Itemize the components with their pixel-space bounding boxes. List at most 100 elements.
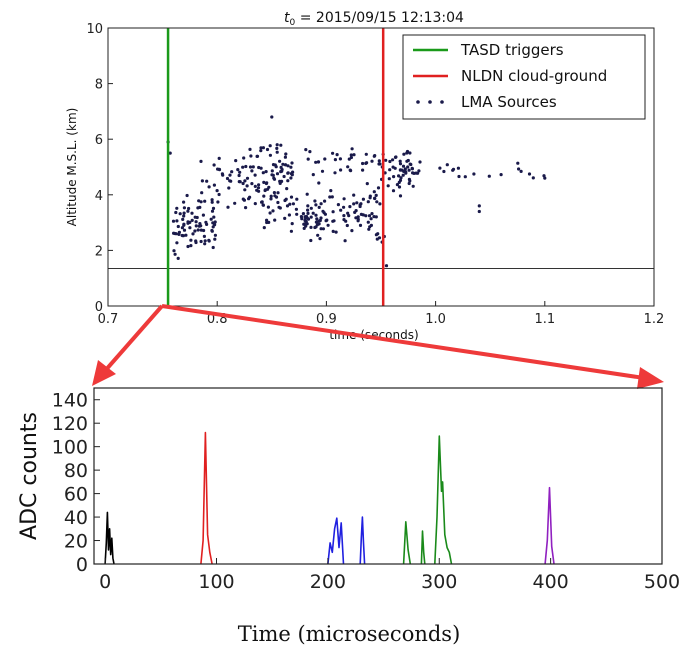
lma-source-point bbox=[216, 167, 220, 171]
lma-source-point bbox=[345, 223, 349, 228]
lma-source-point bbox=[321, 227, 325, 231]
lma-source-point bbox=[403, 167, 407, 171]
lma-source-point bbox=[314, 213, 318, 217]
lma-source-point bbox=[295, 212, 299, 216]
lma-source-point bbox=[517, 167, 521, 171]
lma-source-point bbox=[370, 159, 374, 163]
lma-source-point bbox=[391, 158, 395, 162]
lma-source-point bbox=[364, 214, 368, 218]
lma-source-point bbox=[289, 229, 293, 233]
lma-source-point bbox=[267, 185, 271, 189]
lma-source-point bbox=[376, 232, 380, 236]
lma-source-point bbox=[226, 205, 230, 209]
lma-source-point bbox=[276, 191, 280, 195]
altitude-chart: t0 = 2015/09/15 12:13:04 0.7 0.8 0.9 1.0 1.1… bbox=[65, 10, 664, 342]
lma-source-point bbox=[287, 213, 291, 217]
lma-source-point bbox=[191, 232, 195, 236]
lma-source-point bbox=[306, 211, 310, 215]
lma-source-point bbox=[175, 206, 179, 210]
adc-y-tick-label: 60 bbox=[64, 484, 88, 506]
lma-source-point bbox=[352, 202, 356, 206]
altitude-y-tick-label: 0 bbox=[95, 300, 103, 315]
lma-source-point bbox=[262, 226, 266, 230]
adc-plot-area bbox=[104, 431, 555, 565]
lma-source-point bbox=[238, 170, 242, 174]
lma-source-point bbox=[259, 149, 263, 153]
zoom-arrow-left bbox=[102, 304, 164, 374]
lma-source-point bbox=[366, 200, 370, 204]
lma-source-point bbox=[333, 158, 337, 162]
chart-title: t0 = 2015/09/15 12:13:04 bbox=[284, 10, 464, 28]
lma-source-point bbox=[172, 249, 176, 253]
lma-source-point bbox=[369, 223, 373, 227]
adc-plot-frame bbox=[93, 387, 663, 565]
lma-source-point bbox=[299, 215, 303, 219]
lma-source-point bbox=[301, 212, 305, 216]
lma-source-point bbox=[356, 217, 360, 221]
lma-source-point bbox=[205, 222, 209, 226]
lma-source-point bbox=[347, 157, 351, 161]
lma-source-point bbox=[315, 223, 319, 227]
lma-source-point bbox=[361, 168, 365, 172]
lma-source-point bbox=[274, 195, 279, 199]
altitude-y-tick-label: 2 bbox=[95, 244, 103, 259]
lma-source-point bbox=[211, 245, 215, 250]
lma-source-point bbox=[398, 159, 402, 163]
adc-y-tick-label: 120 bbox=[52, 413, 88, 435]
title-rest: = 2015/09/15 12:13:04 bbox=[295, 10, 464, 26]
lma-source-point bbox=[241, 165, 245, 169]
lma-source-point bbox=[199, 239, 203, 244]
lma-source-point bbox=[290, 161, 294, 165]
lma-source-point bbox=[186, 244, 190, 249]
lma-source-point bbox=[283, 155, 287, 159]
lma-source-point bbox=[388, 159, 392, 164]
lma-source-point bbox=[401, 173, 405, 177]
lma-source-point bbox=[384, 264, 389, 268]
lma-source-point bbox=[261, 203, 265, 207]
lma-source-point bbox=[323, 199, 327, 203]
lma-source-point bbox=[178, 212, 182, 216]
lma-source-point bbox=[344, 219, 348, 223]
lma-source-point bbox=[269, 194, 273, 198]
lma-source-point bbox=[285, 204, 290, 208]
lma-source-point bbox=[402, 152, 406, 156]
lma-source-point bbox=[338, 157, 342, 161]
lma-source-point bbox=[394, 155, 398, 159]
lma-source-point bbox=[378, 162, 382, 166]
lma-source-point bbox=[342, 205, 346, 209]
adc-x-tick-label: 300 bbox=[421, 571, 457, 593]
lma-source-point bbox=[256, 186, 261, 190]
lma-source-point bbox=[273, 218, 277, 222]
lma-source-point bbox=[289, 176, 293, 180]
lma-source-point bbox=[182, 223, 186, 227]
lma-source-point bbox=[331, 229, 335, 233]
lma-source-point bbox=[367, 227, 371, 231]
lma-source-point bbox=[290, 173, 294, 177]
lma-source-point bbox=[306, 157, 310, 161]
lma-source-point bbox=[243, 188, 247, 192]
lma-source-point bbox=[175, 241, 179, 245]
lma-source-point bbox=[391, 189, 396, 193]
adc-y-tick-label: 20 bbox=[64, 531, 88, 553]
lma-source-point bbox=[263, 188, 267, 193]
lma-source-point bbox=[182, 200, 186, 204]
lma-source-point bbox=[210, 198, 214, 202]
lma-source-point bbox=[271, 209, 275, 213]
lma-source-point bbox=[174, 210, 178, 215]
lma-source-point bbox=[377, 159, 381, 163]
lma-source-point bbox=[173, 231, 177, 236]
lma-source-point bbox=[373, 196, 377, 201]
altitude-y-tick-label: 4 bbox=[95, 189, 103, 204]
lma-source-point bbox=[347, 214, 351, 218]
lma-source-point bbox=[317, 181, 321, 185]
lma-source-point bbox=[398, 162, 403, 166]
lma-source-point bbox=[331, 151, 335, 155]
lma-source-point bbox=[408, 179, 412, 183]
lma-source-point bbox=[233, 201, 237, 205]
lma-source-point bbox=[519, 169, 523, 173]
lma-source-point bbox=[268, 211, 272, 215]
lma-source-point bbox=[270, 169, 274, 173]
lma-source-point bbox=[270, 115, 274, 119]
lma-source-point bbox=[335, 153, 339, 157]
